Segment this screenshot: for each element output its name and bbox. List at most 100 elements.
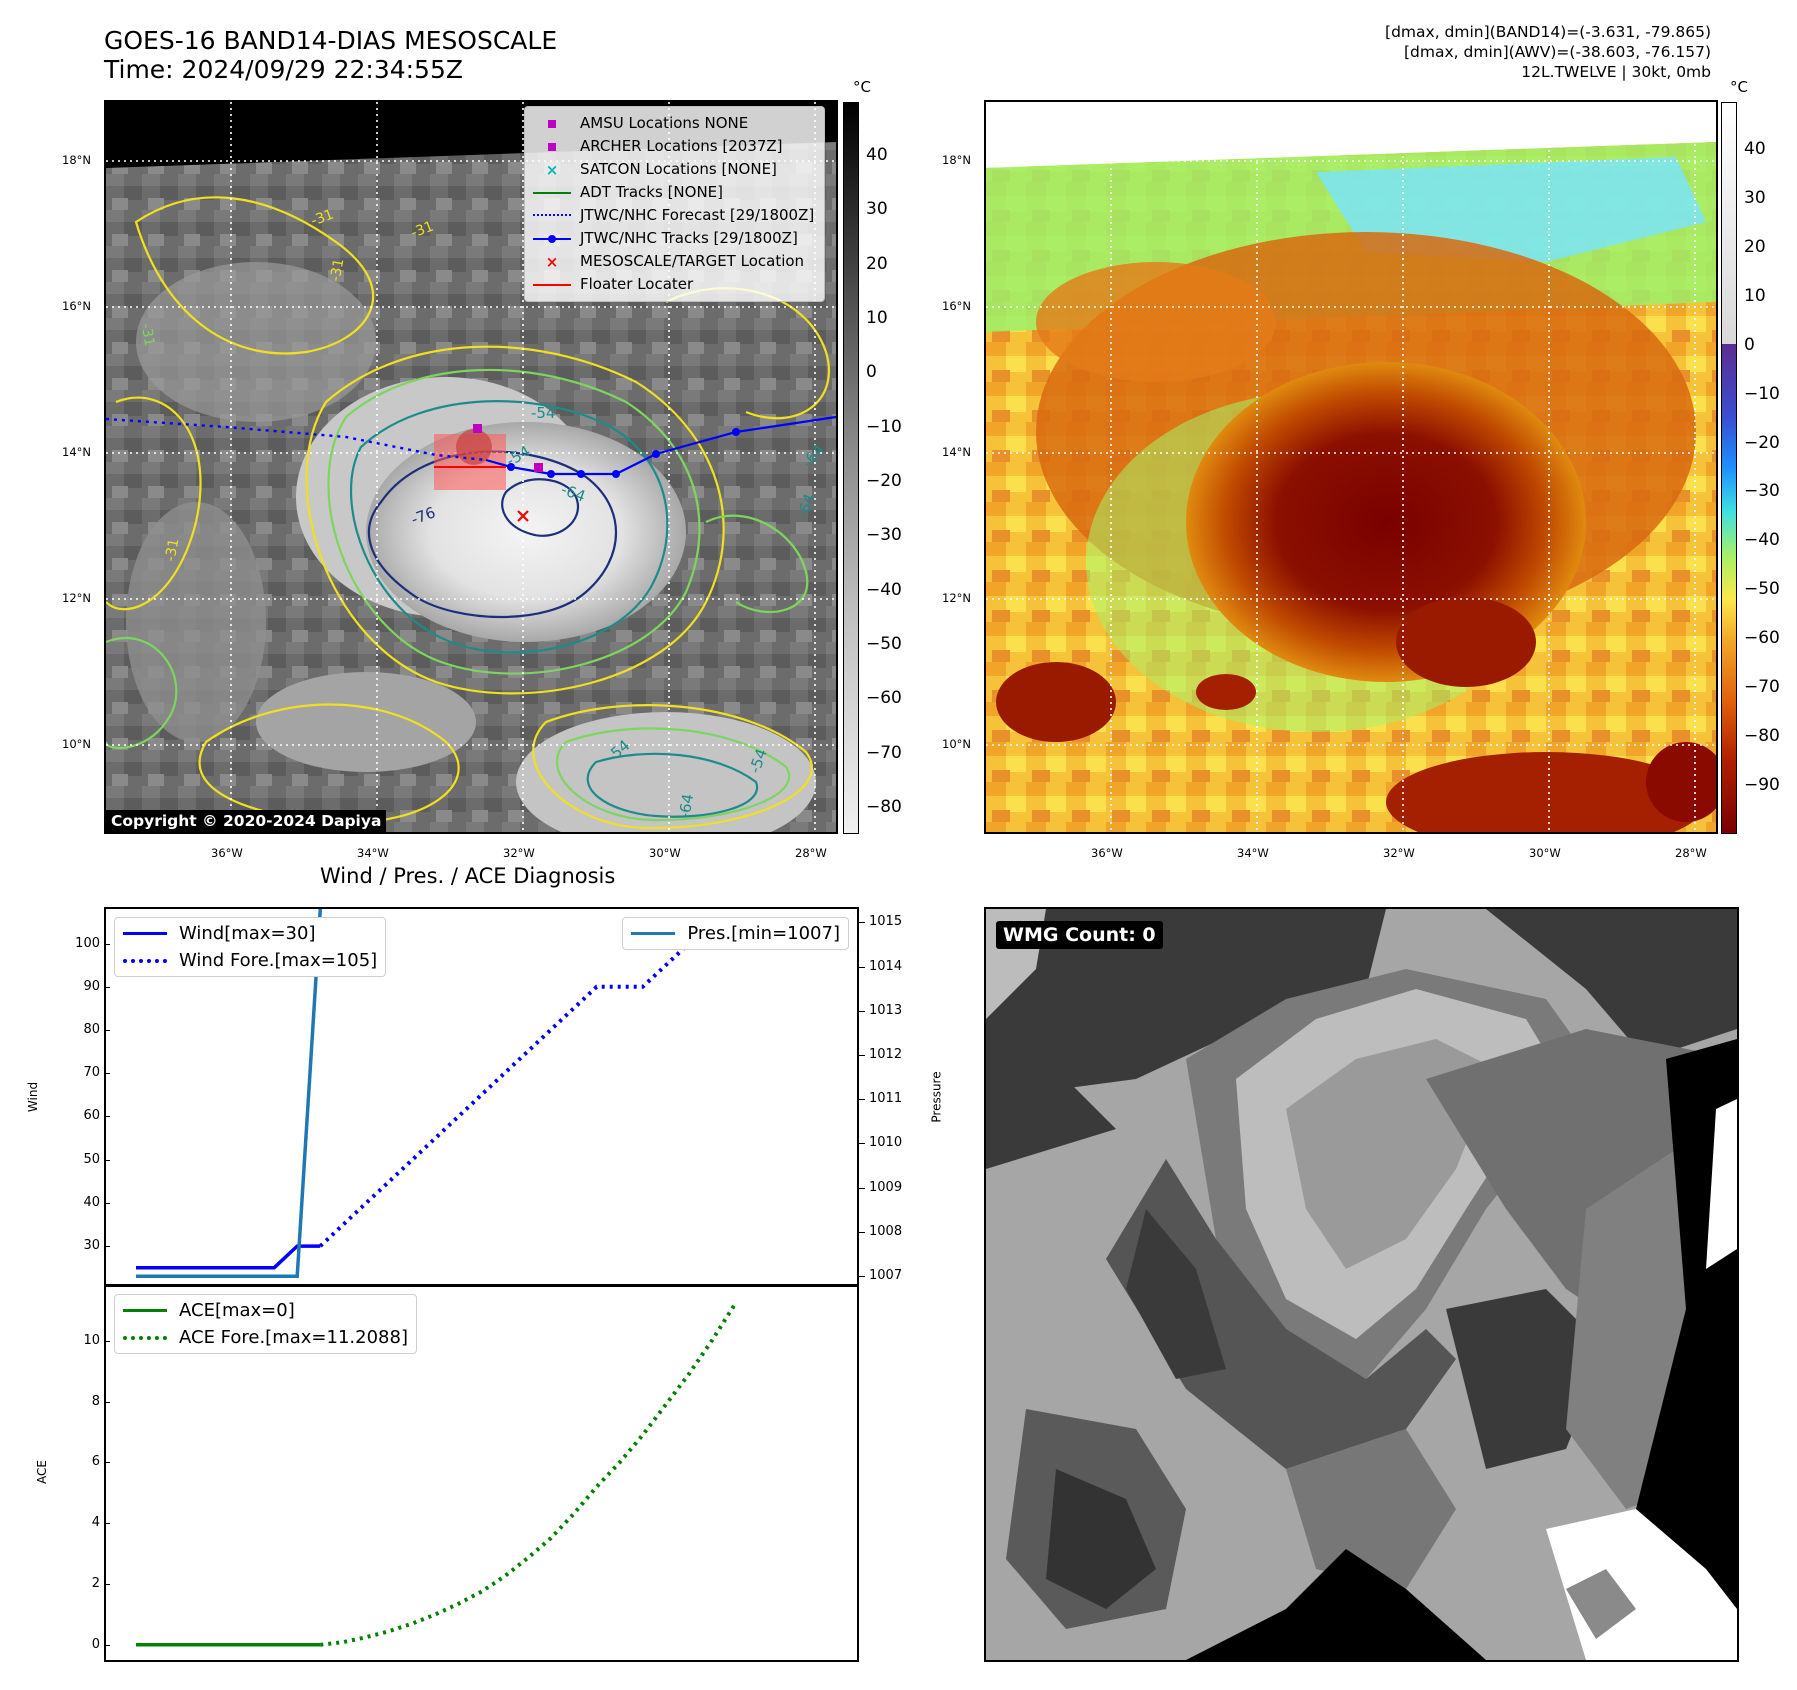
ace-tick: 2 [91,1575,100,1591]
lat-tick: 18°N [62,153,91,167]
ir-colorbar-tick: −50 [866,634,902,654]
band14-range-text: [dmax, dmin](BAND14)=(-3.631, -79.865) [1385,23,1711,41]
lon-tick: 36°W [1091,846,1123,860]
ace-tick: 8 [91,1393,100,1409]
lon-tick: 32°W [503,846,535,860]
awv-colorbar-tick: −60 [1744,628,1780,649]
lat-tick: 12°N [62,591,91,605]
title-line-2: Time: 2024/09/29 22:34:55Z [104,55,463,84]
legend-wind: Wind[max=30] [123,920,377,947]
pressure-tick-mark [859,966,865,968]
pressure-tick-mark [859,1099,865,1101]
diagnosis-title: Wind / Pres. / ACE Diagnosis [320,864,616,888]
track-points [507,428,740,478]
wind-tick: 40 [83,1194,100,1210]
lat-tick: 14°N [62,445,91,459]
ace-plot-area [136,1303,737,1647]
wind-tick: 70 [83,1065,100,1081]
pressure-tick: 1009 [869,1179,903,1195]
wind-axis-label: Wind [26,1081,41,1113]
awv-colorbar-tick: −10 [1744,383,1780,404]
ir-map-legend: AMSU Locations NONE ARCHER Locations [20… [524,106,826,302]
pressure-tick: 1015 [869,914,903,930]
wind-tick: 90 [83,978,100,994]
lat-tick: 10°N [62,737,91,751]
wind-pressure-chart: Wind[max=30] Wind Fore.[max=105] Pres.[m… [104,907,859,1287]
pressure-tick: 1010 [869,1135,903,1151]
pressure-line [136,909,323,1278]
wmg-count-label: WMG Count: 0 [996,921,1163,949]
wind-tick: 30 [83,1238,100,1254]
wind-forecast-line [318,942,691,1248]
ir-colorbar-tick: −20 [866,471,902,491]
wind-tick: 80 [83,1022,100,1037]
pressure-axis-label: Pressure [929,1071,944,1123]
legend-adt: ADT Tracks [NONE] [533,181,814,204]
ir-colorbar-tick: −60 [866,688,902,709]
awv-map-panel [984,100,1718,834]
legend-archer: ARCHER Locations [2037Z] [533,135,814,158]
pressure-tick-mark [859,1054,865,1056]
ace-tick: 10 [83,1332,100,1348]
wind-line [136,1244,321,1270]
ir-colorbar-unit: °C [853,78,871,96]
legend-satcon: × SATCON Locations [NONE] [545,160,777,179]
lon-tick: 30°W [649,846,681,860]
figure-title: GOES-16 BAND14-DIAS MESOSCALE Time: 2024… [104,26,557,84]
lon-tick: 30°W [1529,846,1561,860]
lat-tick: 14°N [942,445,971,459]
wind-tick-mark [104,1246,110,1248]
wind-tick-mark [104,1030,110,1031]
awv-colorbar-tick: −30 [1744,481,1780,502]
ir-colorbar-tick: −40 [866,579,902,600]
copyright-label: Copyright © 2020-2024 Dapiya [106,810,387,832]
ir-colorbar-tick: 40 [866,145,888,165]
pressure-tick-mark [859,1143,865,1145]
ace-tick-mark [104,1401,110,1403]
pressure-tick-mark [859,1231,865,1233]
ace-tick-mark [104,1462,110,1464]
awv-map-gridlines [986,102,1716,832]
pressure-tick-mark [859,1010,865,1012]
ir-colorbar [843,102,859,834]
awv-colorbar-tick: −80 [1744,726,1780,747]
ace-tick-mark [104,1644,110,1646]
wmg-panel: WMG Count: 0 [984,907,1739,1662]
storm-info-text: 12L.TWELVE | 30kt, 0mb [1521,63,1711,81]
awv-colorbar-tick: 0 [1744,334,1755,355]
lon-tick: 28°W [1675,846,1707,860]
pressure-legend: Pres.[min=1007] [622,917,849,950]
lat-tick: 18°N [942,153,971,167]
pressure-tick-mark [859,1187,865,1189]
ir-colorbar-tick: 30 [866,199,888,220]
wind-tick-mark [104,1073,110,1075]
awv-colorbar-tick: −90 [1744,775,1780,795]
ace-tick-mark [104,1523,110,1525]
awv-map-image [986,102,1716,832]
archer-marker [473,424,482,433]
wind-tick-mark [104,1202,110,1204]
ace-legend: ACE[max=0] ACE Fore.[max=11.2088] [114,1294,417,1354]
title-line-1: GOES-16 BAND14-DIAS MESOSCALE [104,26,558,55]
legend-pressure: Pres.[min=1007] [631,920,840,947]
lon-tick: 34°W [357,846,389,860]
ace-tick: 4 [91,1515,100,1531]
awv-colorbar-tick: 10 [1744,285,1766,306]
pressure-tick: 1008 [869,1223,903,1239]
wind-tick: 60 [83,1108,100,1124]
ir-colorbar-tick: 20 [866,253,888,274]
lon-tick: 28°W [795,846,827,860]
legend-forecast: JTWC/NHC Forecast [29/1800Z] [533,204,814,227]
lat-tick: 16°N [942,299,971,313]
legend-ace: ACE[max=0] [123,1297,408,1324]
ace-forecast-line [320,1303,737,1647]
legend-amsu: AMSU Locations NONE [533,112,814,135]
wind-tick: 50 [83,1151,100,1167]
awv-colorbar-tick: −20 [1744,432,1780,453]
legend-tracks: JTWC/NHC Tracks [29/1800Z] [533,227,814,250]
awv-colorbar-tick: −50 [1744,579,1780,600]
contour-label: -54 [531,404,556,422]
lat-tick: 10°N [942,737,971,751]
awv-colorbar-tick: 40 [1744,139,1766,159]
awv-colorbar-tick: −70 [1744,677,1780,698]
